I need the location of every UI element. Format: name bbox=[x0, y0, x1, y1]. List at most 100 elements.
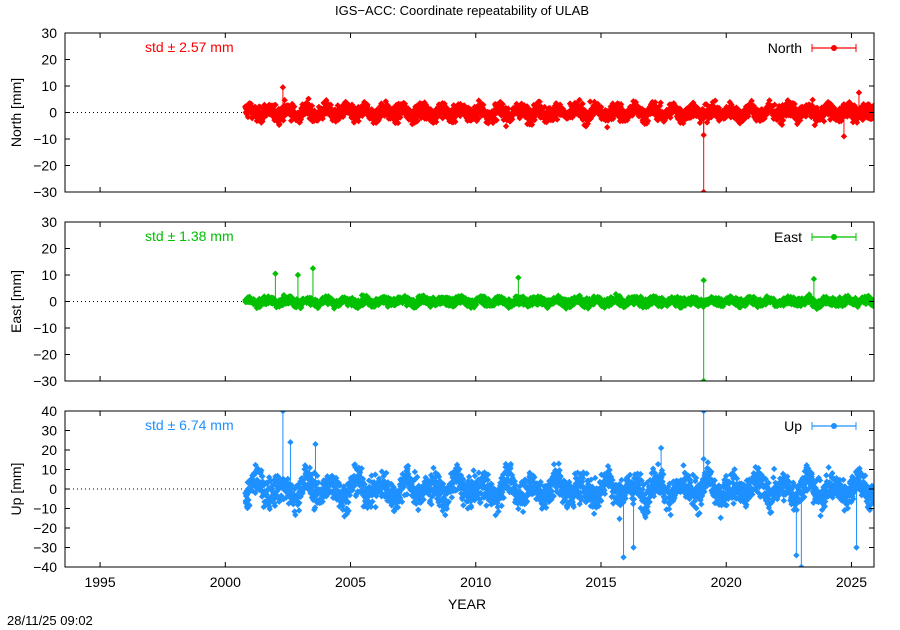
data-point bbox=[579, 100, 586, 107]
data-point bbox=[870, 111, 874, 119]
data-point bbox=[791, 104, 799, 112]
data-point bbox=[569, 103, 577, 110]
data-point bbox=[524, 296, 531, 304]
data-point bbox=[847, 100, 854, 108]
data-point bbox=[394, 119, 402, 127]
data-point bbox=[742, 114, 749, 122]
data-point bbox=[587, 115, 594, 122]
data-point bbox=[824, 98, 832, 106]
y-tick-label: −10 bbox=[33, 131, 57, 147]
data-point bbox=[472, 301, 480, 309]
data-point bbox=[696, 119, 704, 127]
data-point bbox=[656, 102, 664, 110]
data-point bbox=[651, 99, 659, 106]
data-series-east bbox=[242, 265, 874, 381]
data-point bbox=[802, 113, 810, 120]
data-point bbox=[499, 101, 506, 108]
data-point bbox=[620, 107, 627, 114]
data-point bbox=[778, 121, 786, 128]
data-point bbox=[549, 116, 557, 124]
data-point bbox=[715, 110, 722, 117]
data-point bbox=[493, 116, 500, 124]
data-point bbox=[796, 117, 804, 124]
data-point bbox=[808, 102, 816, 109]
data-point bbox=[650, 101, 658, 108]
data-point bbox=[327, 101, 334, 109]
data-point bbox=[506, 118, 514, 125]
data-series-north bbox=[242, 84, 874, 192]
data-point bbox=[771, 101, 778, 108]
data-point bbox=[414, 117, 421, 125]
data-point bbox=[530, 101, 538, 109]
data-point bbox=[689, 99, 697, 106]
data-point bbox=[870, 103, 874, 110]
data-point bbox=[590, 301, 597, 308]
data-point bbox=[485, 120, 492, 127]
data-point bbox=[809, 96, 816, 104]
data-point bbox=[381, 112, 388, 119]
data-point bbox=[604, 124, 611, 131]
data-point bbox=[703, 101, 710, 108]
data-point bbox=[860, 101, 867, 108]
data-point bbox=[813, 104, 821, 111]
data-point bbox=[397, 114, 404, 121]
data-point bbox=[523, 103, 531, 110]
data-point bbox=[259, 118, 266, 125]
data-point bbox=[782, 100, 790, 108]
data-point bbox=[319, 112, 327, 119]
data-point bbox=[359, 112, 366, 119]
data-point bbox=[291, 103, 298, 110]
y-tick-label: −30 bbox=[33, 184, 57, 200]
legend-marker bbox=[831, 45, 837, 51]
data-point bbox=[775, 102, 783, 110]
data-point bbox=[567, 106, 575, 113]
data-point bbox=[636, 302, 643, 309]
data-point bbox=[857, 110, 865, 118]
y-tick-label: 10 bbox=[41, 78, 57, 94]
data-point bbox=[528, 121, 536, 128]
data-point bbox=[598, 103, 605, 111]
data-point bbox=[546, 104, 554, 112]
data-point bbox=[432, 118, 440, 126]
data-point bbox=[529, 108, 537, 115]
outlier-point bbox=[700, 188, 707, 192]
outlier-point bbox=[279, 84, 287, 91]
y-tick-label: 30 bbox=[41, 25, 57, 41]
data-point bbox=[728, 101, 735, 108]
data-point bbox=[721, 114, 729, 122]
data-point bbox=[556, 101, 564, 108]
data-point bbox=[711, 97, 719, 104]
data-point bbox=[450, 102, 457, 109]
y-tick-label: 20 bbox=[41, 52, 57, 68]
data-point bbox=[544, 304, 551, 312]
data-point bbox=[705, 115, 712, 122]
data-point bbox=[502, 123, 510, 130]
std-annotation: std ± 2.57 mm bbox=[145, 39, 234, 55]
data-point bbox=[718, 296, 725, 303]
data-point bbox=[308, 102, 316, 110]
data-point bbox=[632, 98, 639, 106]
data-point bbox=[520, 102, 528, 109]
data-point bbox=[813, 117, 821, 125]
data-point bbox=[657, 99, 664, 106]
data-point bbox=[851, 102, 858, 109]
legend-label: North bbox=[768, 40, 802, 56]
data-point bbox=[791, 100, 798, 108]
data-point bbox=[536, 98, 543, 105]
data-point bbox=[276, 120, 283, 128]
data-point bbox=[475, 115, 482, 122]
panel-north: −30 −20 −10 0 10 20 30 North [mm] std ± 2.57 mm N… bbox=[8, 25, 875, 200]
data-point bbox=[508, 116, 516, 123]
y-tick-label: −20 bbox=[33, 158, 57, 174]
data-point bbox=[816, 116, 824, 124]
data-point bbox=[680, 119, 687, 127]
data-point bbox=[342, 98, 349, 106]
data-point bbox=[681, 294, 688, 302]
data-point bbox=[566, 100, 574, 107]
data-point bbox=[609, 100, 616, 107]
data-point bbox=[452, 118, 459, 126]
data-point bbox=[305, 95, 312, 102]
data-point bbox=[377, 113, 385, 120]
